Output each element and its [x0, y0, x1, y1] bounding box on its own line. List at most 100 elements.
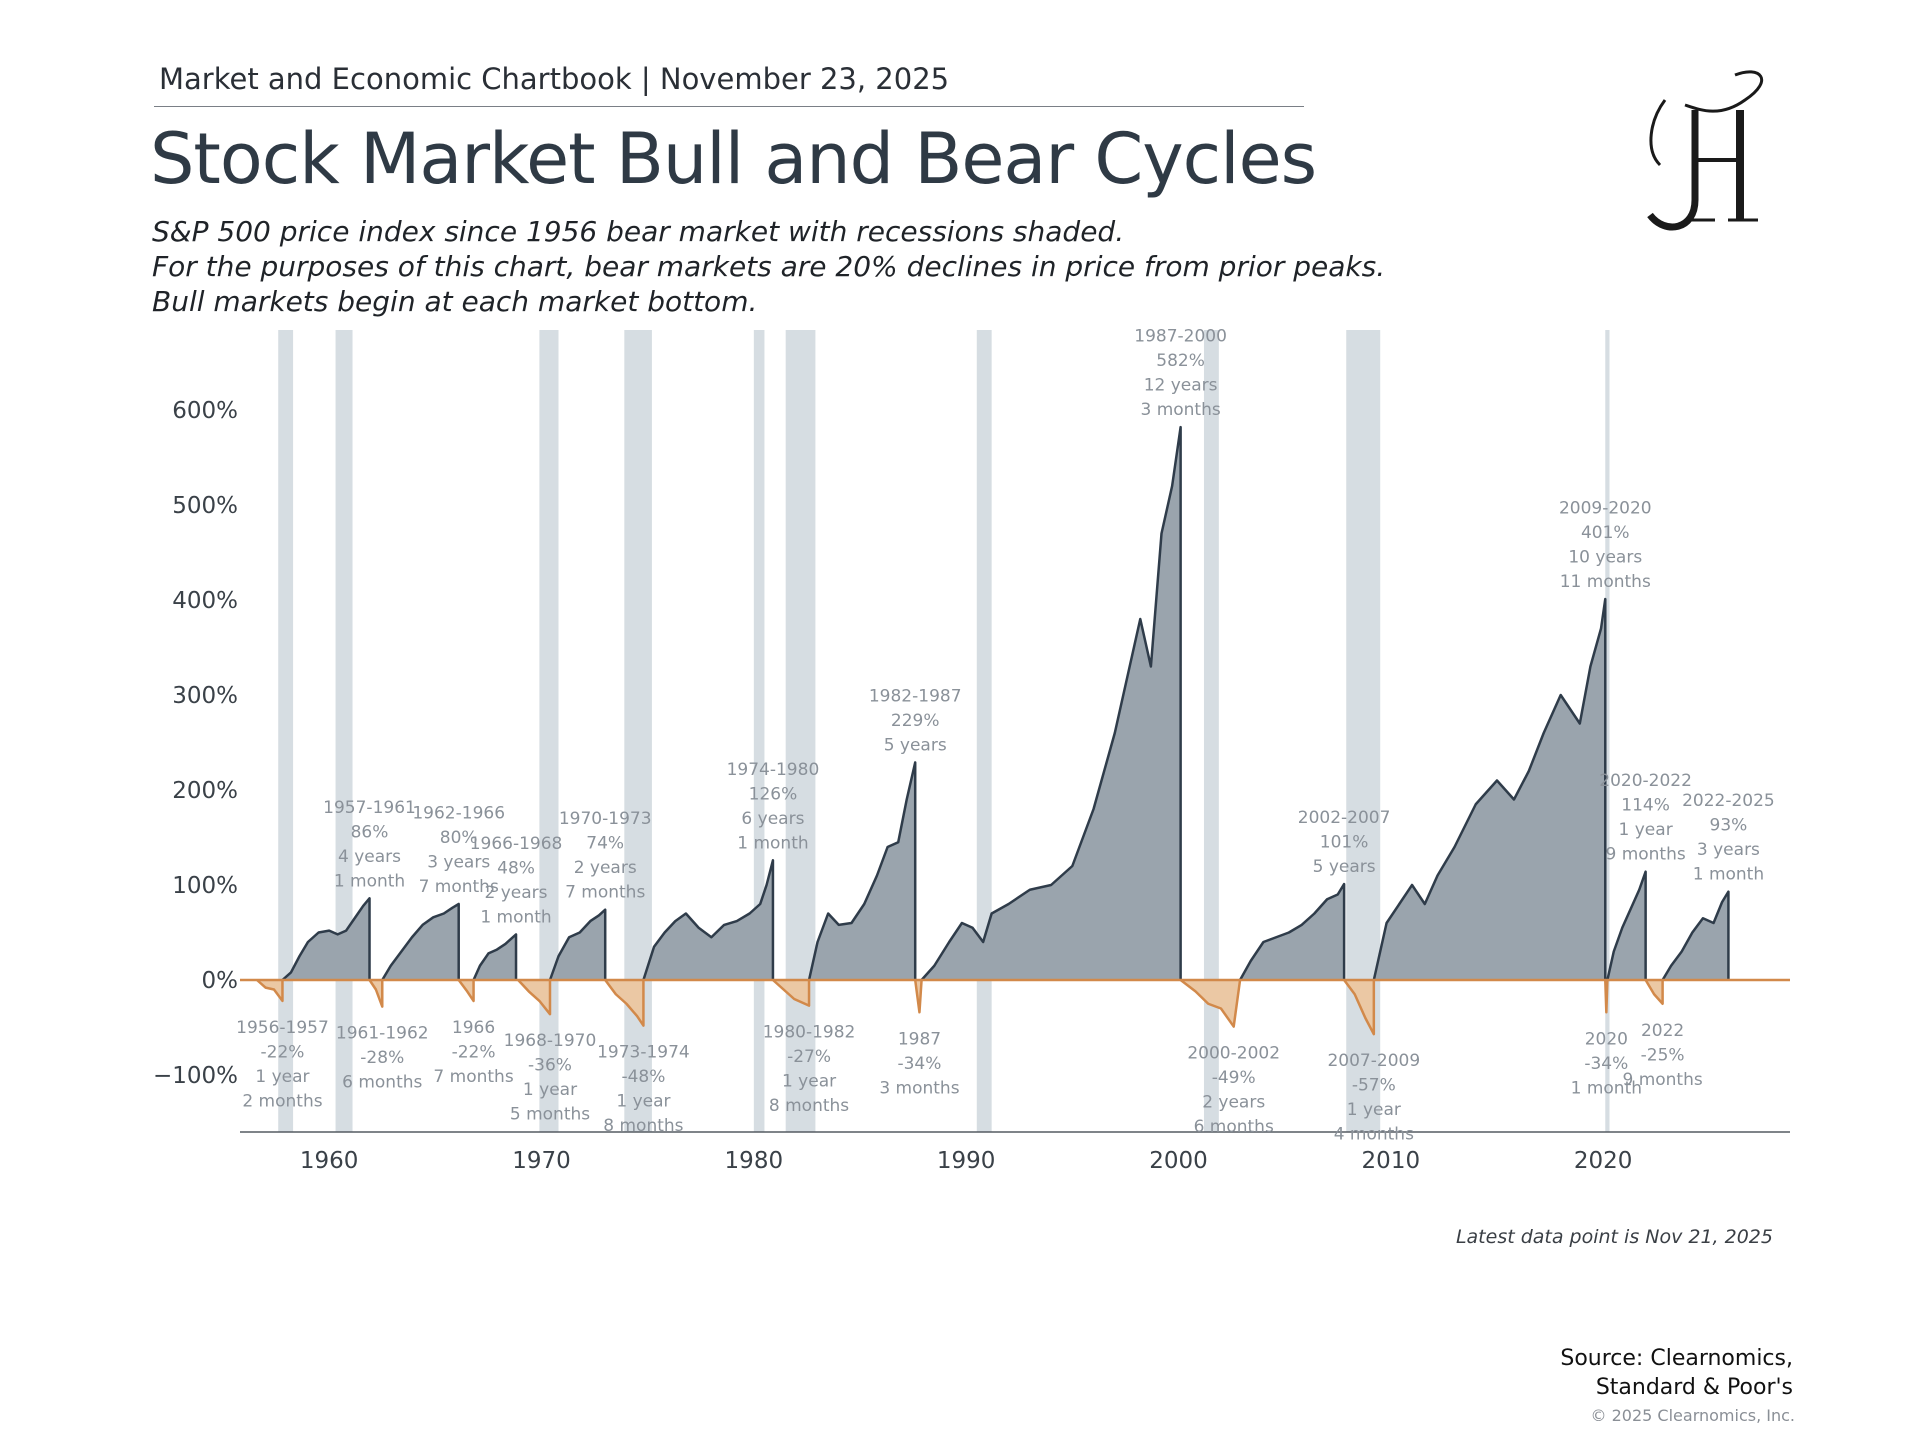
bull-market-area [1662, 891, 1729, 980]
recession-band [1203, 330, 1219, 1132]
bear-cycle-label: 1956-1957 -22% 1 year 2 months [236, 1018, 329, 1112]
bull-cycle-label: 1962-1966 80% 3 years 7 months [412, 804, 505, 898]
cycle-label-line: 86% [351, 822, 389, 842]
bull-market-line [1661, 890, 1730, 981]
cycle-label-line: 1 month [480, 907, 551, 927]
bear-market-area [369, 980, 383, 1007]
source-line-2: Standard & Poor's [1595, 1375, 1793, 1400]
cycle-label-line: -25% [1641, 1045, 1685, 1065]
copyright: © 2025 Clearnomics, Inc. [1590, 1406, 1795, 1425]
bull-cycle-label: 1957-1961 86% 4 years 1 month [323, 798, 416, 892]
cycle-label-line: 2022-2025 [1682, 791, 1775, 811]
bull-cycle-label: 2022-2025 93% 3 years 1 month [1682, 791, 1775, 885]
bear-cycle-label: 2007-2009 -57% 1 year 4 months [1327, 1051, 1420, 1145]
bear-market-line [1343, 979, 1376, 1036]
cycle-label-line: 2 months [242, 1091, 322, 1111]
cycle-label-line: 6 years [741, 809, 804, 829]
cycle-label-line: 8 months [603, 1116, 683, 1136]
cycle-label-line: 8 months [769, 1096, 849, 1116]
bull-market-line [1238, 882, 1346, 981]
y-tick-label: 300% [172, 683, 238, 709]
cycle-label-line: 12 years [1144, 376, 1218, 396]
cycle-label-line: -48% [621, 1067, 665, 1087]
bull-cycle-label: 2002-2007 101% 5 years [1298, 808, 1391, 877]
cycle-label-line: 101% [1320, 833, 1369, 853]
cycle-label-line: 4 years [338, 847, 401, 867]
chart-subtitle: S&P 500 price index since 1956 bear mark… [152, 214, 1385, 319]
cycle-label-line: 1 year [616, 1092, 670, 1112]
market-cycle-areas [256, 425, 1730, 1036]
cycle-label-line: 1974-1980 [727, 760, 820, 780]
bear-market-area [458, 980, 474, 1001]
x-tick-label: 2020 [1574, 1148, 1633, 1174]
bear-cycle-label: 1961-1962 -28% 6 months [336, 1024, 429, 1093]
bull-cycle-label: 1966-1968 48% 2 years 1 month [470, 834, 563, 928]
bear-cycle-label: 2000-2002 -49% 2 years 6 months [1187, 1044, 1280, 1138]
subtitle-line-2: For the purposes of this chart, bear mar… [152, 250, 1386, 283]
cycle-label-line: 80% [440, 828, 478, 848]
bear-market-line [517, 979, 552, 1016]
chartbook-header: Market and Economic Chartbook | November… [159, 62, 950, 96]
cycle-label-line: 401% [1581, 523, 1630, 543]
bull-market-area [809, 762, 916, 980]
cycle-label-line: 3 months [879, 1078, 959, 1098]
y-tick-label: 100% [172, 873, 238, 899]
bull-market-area [473, 934, 517, 980]
cycle-label-line: 126% [749, 784, 798, 804]
recession-bands [278, 330, 1610, 1132]
cycle-label-line: 1961-1962 [336, 1024, 429, 1044]
recession-band [976, 330, 992, 1132]
chart-title: Stock Market Bull and Bear Cycles [150, 118, 1317, 200]
bull-cycle-label: 1974-1980 126% 6 years 1 month [727, 760, 820, 854]
bear-market-area [1344, 980, 1374, 1035]
cycle-label-line: 6 months [342, 1073, 422, 1093]
cycle-label-line: -49% [1212, 1068, 1256, 1088]
cycle-label-line: -36% [528, 1056, 572, 1076]
subtitle-line-1: S&P 500 price index since 1956 bear mark… [152, 215, 1125, 248]
y-tick-label: 500% [172, 493, 238, 519]
cycle-label-line: 1 year [782, 1072, 836, 1092]
recession-band [539, 330, 559, 1132]
bear-market-line [1644, 979, 1664, 1005]
cycle-label-line: 1962-1966 [412, 804, 505, 824]
cycle-label-line: 1966 [452, 1018, 495, 1038]
cycle-label-line: 2 years [1202, 1093, 1265, 1113]
bear-market-line [913, 979, 923, 1014]
cycle-label-line: 3 years [1697, 840, 1760, 860]
bull-market-line [920, 425, 1182, 981]
cycle-label-line: 582% [1156, 351, 1205, 371]
y-tick-label: 0% [202, 968, 239, 994]
chart-axes: 600% 500% 400% 300% 200% 100% 0% −100% 1960 1970 1… [153, 398, 1790, 1174]
source-line-1: Source: Clearnomics, [1560, 1346, 1793, 1371]
y-tick-label: 400% [172, 588, 238, 614]
cycle-label-line: 10 years [1568, 548, 1642, 568]
bear-cycle-label: 1980-1982 -27% 1 year 8 months [763, 1023, 856, 1117]
cycle-label-line: 7 months [433, 1067, 513, 1087]
cycle-label-line: 2002-2007 [1298, 808, 1391, 828]
bear-cycle-label: 2020 -34% 1 month [1571, 1029, 1642, 1098]
bull-market-line [807, 761, 917, 981]
cycle-label-line: 114% [1621, 796, 1670, 816]
cycle-label-line: 1 year [255, 1067, 309, 1087]
cycle-label-line: -57% [1352, 1076, 1396, 1096]
cycle-label-line: 74% [586, 834, 624, 854]
cycle-label-line: 3 years [427, 853, 490, 873]
bear-cycle-label: 1973-1974 -48% 1 year 8 months [597, 1043, 690, 1137]
bull-market-line [281, 897, 371, 981]
bear-market-line [1179, 979, 1242, 1028]
cycle-label-line: 9 months [1622, 1070, 1702, 1090]
bear-cycle-label: 1968-1970 -36% 1 year 5 months [504, 1031, 597, 1125]
cycle-label-line: 1968-1970 [504, 1031, 597, 1051]
x-tick-label: 1960 [300, 1148, 359, 1174]
cycle-label-line: -28% [360, 1048, 404, 1068]
cycle-label-line: 1956-1957 [236, 1018, 329, 1038]
bull-cycle-label: 2009-2020 401% 10 years 11 months [1559, 499, 1652, 593]
cycle-label-line: -22% [452, 1042, 496, 1062]
bull-market-area [643, 860, 773, 980]
cycle-label-line: 9 months [1605, 845, 1685, 865]
x-tick-label: 1970 [512, 1148, 571, 1174]
cycle-label-line: 5 years [884, 735, 947, 755]
cycle-label-line: 1 month [1693, 865, 1764, 885]
cycle-label-line: 1987 [898, 1029, 941, 1049]
cycle-label-line: 4 months [1334, 1125, 1414, 1145]
